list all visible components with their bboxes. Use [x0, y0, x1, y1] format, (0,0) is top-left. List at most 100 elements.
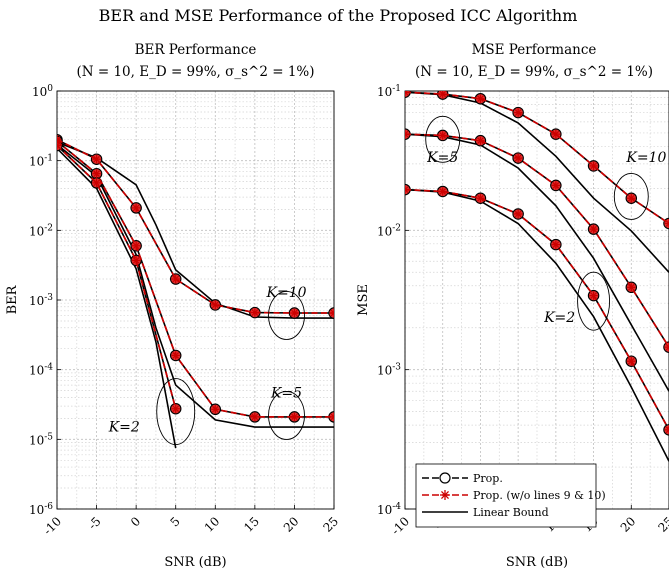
prop-wo-marker [476, 136, 485, 145]
y-tick-label: 10-4 [377, 502, 401, 517]
y-tick-label: 10-6 [29, 502, 53, 517]
prop-wo-marker [131, 203, 141, 213]
prop-wo-marker [551, 129, 561, 139]
y-tick-label: 10-3 [29, 293, 53, 308]
panel-subtitle: (N = 10, E_D = 99%, σ_s^2 = 1%) [76, 64, 314, 80]
prop-wo-marker [171, 404, 180, 413]
y-tick-label: 10-4 [29, 363, 53, 378]
prop-wo-marker [250, 308, 260, 317]
y-tick-label: 10-2 [377, 223, 401, 238]
plot-area [405, 91, 669, 462]
prop-wo-marker [627, 283, 636, 292]
annotation-ellipse [425, 115, 461, 163]
prop-wo-marker [627, 357, 636, 366]
prop-wo-marker [405, 185, 410, 194]
prop-wo-marker [92, 178, 101, 188]
legend-label: Linear Bound [473, 506, 549, 519]
prop-wo-marker [131, 256, 141, 265]
linear-bound-line-k2 [405, 188, 669, 462]
x-tick-label: 15 [241, 514, 262, 535]
annotation-label: K=2 [108, 419, 140, 435]
prop-wo-marker [57, 141, 62, 150]
prop-wo-marker [476, 194, 485, 203]
annotation-ellipse [577, 271, 611, 331]
prop-wo-marker [92, 169, 101, 178]
prop-wo-marker [589, 224, 598, 234]
panel-subtitle: (N = 10, E_D = 99%, σ_s^2 = 1%) [415, 64, 653, 80]
ber-panel: -10 -5 0 5 10 15 20 25 100 10-1 10-2 10-3 10-4 10-5 10… [5, 42, 341, 570]
legend-label: Prop. (w/o lines 9 & 10) [473, 489, 606, 502]
annotation-ellipse [268, 391, 305, 440]
annotation-label: K=5 [270, 385, 302, 401]
prop-wo-marker [438, 91, 447, 99]
legend-marker [440, 490, 450, 500]
x-tick-label: 20 [281, 514, 302, 535]
prop-wo-marker [627, 194, 636, 203]
x-tick-label: -10 [389, 514, 413, 538]
prop-wo-marker [131, 241, 141, 250]
x-tick-label: 25 [320, 514, 341, 535]
annotation-label: K=2 [543, 310, 575, 326]
prop-wo-marker [171, 351, 180, 360]
prop-wo-marker [664, 342, 669, 352]
prop-wo-line-k10 [57, 138, 334, 314]
legend: Prop. Prop. (w/o lines 9 & 10) Linear Boun… [415, 463, 606, 528]
prop-wo-marker [664, 219, 669, 228]
legend-label: Prop. [473, 472, 503, 485]
prop-wo-marker [513, 153, 523, 163]
prop-wo-marker [171, 274, 180, 284]
plot-area [57, 133, 334, 449]
annotation-ellipse [268, 291, 305, 340]
panel-title: BER Performance [135, 42, 257, 58]
annotation-label: K=10 [625, 150, 666, 166]
linear-bound-line-k10 [405, 91, 669, 273]
linear-bound-line-k10 [57, 141, 334, 319]
annotation-label: K=5 [426, 150, 458, 166]
prop-wo-marker [92, 154, 101, 164]
y-tick-label: 10-3 [377, 363, 401, 378]
prop-line-k2 [405, 188, 669, 431]
prop-wo-marker [438, 131, 447, 140]
prop-wo-marker [211, 300, 220, 310]
y-tick-label: 10-1 [29, 154, 53, 169]
x-tick-label: 25 [655, 514, 669, 535]
annotation-ellipse [156, 378, 196, 446]
linear-bound-line-k5 [57, 143, 334, 428]
x-tick-label: 10 [202, 514, 223, 535]
prop-wo-line-k10 [405, 91, 669, 225]
linear-bound-line-k5 [405, 133, 669, 392]
y-tick-label: 10-2 [29, 223, 53, 238]
x-axis-label: SNR (dB) [506, 555, 568, 570]
x-tick-label: -10 [41, 514, 65, 538]
prop-wo-marker [405, 129, 410, 139]
prop-wo-marker [405, 91, 410, 97]
x-tick-label: 20 [618, 514, 639, 535]
prop-wo-line-k5 [57, 140, 334, 418]
legend-marker [439, 472, 451, 484]
prop-wo-line-k2 [405, 188, 669, 431]
prop-wo-marker [551, 181, 561, 190]
prop-wo-marker [513, 209, 523, 219]
prop-wo-marker [211, 405, 220, 414]
prop-wo-marker [329, 308, 334, 318]
prop-wo-marker [551, 240, 561, 249]
prop-wo-line-k2 [57, 144, 177, 409]
x-tick-label: 0 [128, 514, 143, 529]
annotation-ellipse [613, 173, 649, 220]
prop-wo-line-k5 [405, 133, 669, 348]
prop-wo-marker [250, 412, 260, 422]
annotation-label: K=10 [266, 285, 307, 301]
prop-wo-marker [329, 412, 334, 422]
prop-wo-marker [513, 108, 523, 117]
prop-wo-marker [290, 412, 299, 422]
prop-wo-marker [664, 425, 669, 435]
y-axis-label: MSE [356, 284, 371, 316]
prop-wo-marker [476, 94, 485, 103]
x-tick-label: 5 [168, 514, 183, 529]
x-axis-label: SNR (dB) [164, 555, 226, 570]
prop-wo-marker [290, 308, 299, 318]
prop-wo-marker [589, 291, 598, 300]
y-tick-label: 10-5 [29, 432, 53, 447]
